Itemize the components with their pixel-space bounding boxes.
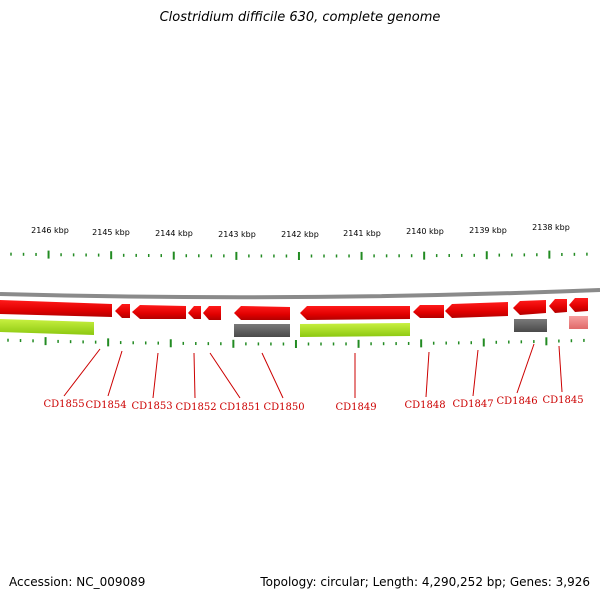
gene-label-cd1850[interactable]: CD1850: [263, 402, 304, 413]
gene-arrow-cd1854[interactable]: [115, 304, 130, 318]
feature-bar-green-mid[interactable]: [300, 323, 410, 337]
gene-arrows: [0, 298, 588, 320]
feature-bar-pink-right[interactable]: [569, 316, 588, 329]
feature-bar-gray-right[interactable]: [514, 319, 547, 332]
scale-label: 2143 kbp: [218, 230, 256, 239]
gene-arrow-cd1852[interactable]: [188, 306, 201, 319]
scale-label: 2138 kbp: [532, 223, 570, 232]
callout-line: [516, 343, 535, 394]
callout-line: [472, 349, 479, 397]
gene-label-cd1849[interactable]: CD1849: [335, 402, 376, 413]
scale-label: 2141 kbp: [343, 229, 381, 238]
gene-label-cd1845[interactable]: CD1845: [542, 395, 583, 406]
gene-arrow-cd1848[interactable]: [413, 305, 444, 318]
callout-line: [152, 352, 159, 399]
gene-label-cd1848[interactable]: CD1848: [404, 400, 445, 411]
gene-arrow-cd1850[interactable]: [234, 306, 290, 320]
callout-line: [425, 351, 430, 398]
page-title: Clostridium difficile 630, complete geno…: [159, 10, 441, 25]
gene-arrow-cd1851[interactable]: [203, 306, 221, 320]
scale-label: 2145 kbp: [92, 228, 130, 237]
scale-ticks-top: [10, 250, 588, 260]
gene-arrow-cd1847[interactable]: [445, 302, 508, 318]
gene-label-cd1854[interactable]: CD1854: [85, 400, 126, 411]
gene-label-cd1853[interactable]: CD1853: [131, 401, 172, 412]
callout-line: [261, 352, 284, 399]
feature-bar-gray-mid[interactable]: [234, 324, 290, 337]
callout-line: [558, 345, 563, 393]
scale-label: 2140 kbp: [406, 227, 444, 236]
genome-summary-text: Topology: circular; Length: 4,290,252 bp…: [260, 575, 590, 589]
feature-track: [0, 316, 588, 337]
scale-label: 2139 kbp: [469, 226, 507, 235]
gene-label-cd1851[interactable]: CD1851: [219, 402, 260, 413]
gene-arrow-cd1849[interactable]: [300, 306, 410, 320]
gene-arrow-cd1845-a[interactable]: [549, 299, 567, 313]
genome-backbone: [0, 288, 600, 300]
scale-labels: 2146 kbp 2145 kbp 2144 kbp 2143 kbp 2142 kbp…: [31, 223, 570, 239]
gene-label-cd1846[interactable]: CD1846: [496, 396, 537, 407]
gene-label-cd1852[interactable]: CD1852: [175, 402, 216, 413]
scale-ticks-bottom: [7, 337, 585, 348]
scale-label: 2144 kbp: [155, 229, 193, 238]
scale-label: 2142 kbp: [281, 230, 319, 239]
feature-bar-green-left[interactable]: [0, 319, 94, 335]
callout-line: [107, 350, 123, 397]
scale-label: 2146 kbp: [31, 226, 69, 235]
gene-arrow-cd1846[interactable]: [513, 300, 546, 315]
accession-text: Accession: NC_009089: [9, 575, 146, 589]
callout-line: [193, 352, 196, 399]
callout-line: [209, 352, 241, 399]
gene-label-cd1855[interactable]: CD1855: [43, 399, 84, 410]
gene-arrow-cd1845-b[interactable]: [569, 298, 588, 312]
gene-arrow-cd1853[interactable]: [132, 305, 186, 319]
gene-label-cd1847[interactable]: CD1847: [452, 399, 493, 410]
gene-callouts: CD1855 CD1854 CD1853 CD1852 CD1851 CD1850 CD18…: [43, 343, 584, 413]
gene-arrow-cd1855[interactable]: [0, 300, 112, 317]
callout-line: [63, 348, 101, 397]
